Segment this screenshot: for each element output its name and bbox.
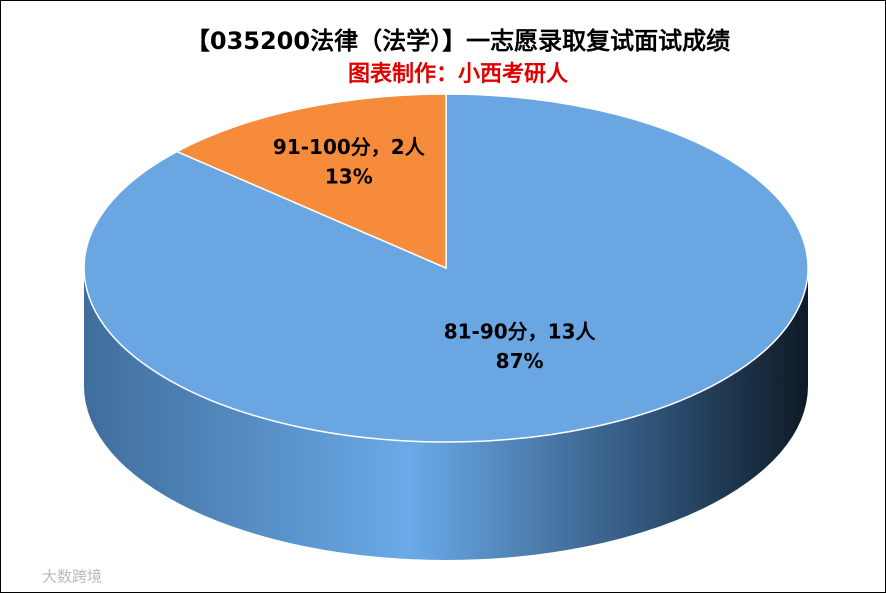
percent-label: 87% — [496, 349, 544, 373]
percent-label: 13% — [325, 165, 373, 189]
category-label: 91-100分 — [273, 135, 371, 159]
value-label: 2人 — [391, 135, 426, 159]
label-separator: ， — [371, 135, 391, 159]
data-label: 81-90分，13人 — [444, 319, 597, 343]
slice — [175, 93, 447, 270]
data-label: 91-100分，2人 — [273, 135, 426, 159]
label-separator: ， — [528, 319, 548, 343]
watermark: 大数跨境 — [42, 568, 102, 586]
slice-side — [84, 268, 808, 560]
category-label: 81-90分 — [444, 319, 528, 343]
value-label: 13人 — [548, 319, 597, 343]
chart-subtitle: 图表制作：小西考研人 — [348, 62, 568, 87]
chart-title: 【035200法律（法学）】一志愿录取复试面试成绩 — [186, 27, 730, 55]
